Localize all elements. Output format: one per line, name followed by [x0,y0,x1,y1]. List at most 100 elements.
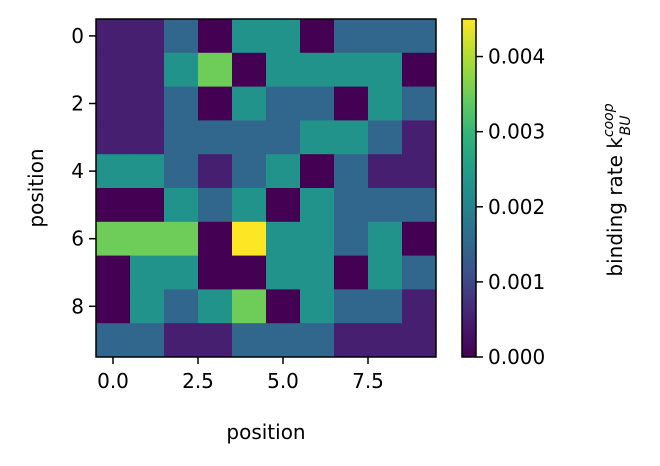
heatmap-cell [198,120,233,155]
heatmap-cell [130,289,165,324]
heatmap-cell [266,19,301,54]
x-tick-label: 5.0 [267,369,299,393]
colorbar-tick-label: 0.003 [488,120,545,144]
heatmap-cell [232,120,267,155]
heatmap-cell [300,19,335,54]
heatmap-cells [96,19,437,358]
colorbar-tick-label: 0.000 [488,345,545,369]
heatmap-cell [300,188,335,223]
heatmap-cell [232,323,267,358]
heatmap-cell [402,323,437,358]
colorbar-label: binding rate kcoopBU [601,103,634,276]
heatmap-cell [232,154,267,189]
heatmap-cell [334,52,369,88]
heatmap-cell [300,255,335,290]
heatmap-cell [266,323,301,358]
heatmap-cell [368,52,403,88]
heatmap-cell [164,19,199,54]
heatmap-cell [368,221,403,257]
heatmap-cell [266,52,301,88]
heatmap-cell [96,221,131,257]
heatmap-cell [232,52,267,88]
heatmap-cell [300,86,335,121]
heatmap-cell [402,120,437,155]
heatmap-cell [164,120,199,155]
heatmap-cell [368,19,403,54]
heatmap-cell [164,154,199,189]
heatmap-cell [402,289,437,324]
heatmap-cell [232,289,267,324]
heatmap-cell [164,289,199,324]
heatmap-cell [198,221,233,257]
colorbar-label-superscript: coop [601,103,617,137]
x-axis-label: position [226,420,305,444]
colorbar-tick-label: 0.002 [488,195,545,219]
heatmap-cell [334,86,369,121]
y-tick-label: 6 [71,227,84,251]
heatmap-cell [402,221,437,257]
colorbar-label-subscript: BU [618,116,634,136]
heatmap-cell [300,289,335,324]
heatmap-cell [232,86,267,121]
plot-frame [95,18,437,358]
heatmap-cell [266,120,301,155]
colorbar-gradient [462,19,476,357]
heatmap-cell [368,120,403,155]
heatmap-cell [96,255,131,290]
colorbar-frame [461,18,477,358]
heatmap-cell [198,255,233,290]
heatmap-cell [266,289,301,324]
colorbar-label-main: binding rate k [603,137,627,277]
heatmap-cell [164,86,199,121]
heatmap-cell [130,255,165,290]
heatmap-cell [334,188,369,223]
heatmap-cell [402,19,437,54]
heatmap-cell [198,289,233,324]
heatmap-cell [96,188,131,223]
heatmap-cell [402,52,437,88]
heatmap-cell [334,221,369,257]
heatmap-cell [96,323,131,358]
heatmap-cell [266,86,301,121]
heatmap-cell [300,52,335,88]
heatmap-cell [300,154,335,189]
colorbar-ticks: 0.000 0.001 0.002 0.003 0.004 [476,45,545,369]
heatmap-cell [368,86,403,121]
heatmap-cell [300,323,335,358]
heatmap-cell [130,221,165,257]
colorbar-tick-label: 0.001 [488,270,545,294]
heatmap-cell [96,289,131,324]
heatmap-cell [164,255,199,290]
heatmap-cell [130,188,165,223]
heatmap-cell [198,154,233,189]
heatmap-cell [164,188,199,223]
x-tick-label: 0.0 [97,369,129,393]
heatmap-cell [96,86,131,121]
heatmap-cell [198,86,233,121]
colorbar-tick-label: 0.004 [488,45,545,69]
heatmap-cell [96,52,131,88]
heatmap-cell [198,323,233,358]
heatmap-cell [402,154,437,189]
heatmap-cell [232,255,267,290]
heatmap-cell [368,255,403,290]
heatmap-cell [266,221,301,257]
heatmap-cell [334,120,369,155]
heatmap-cell [96,154,131,189]
x-tick-label: 2.5 [182,369,214,393]
y-tick-label: 2 [71,92,84,116]
heatmap-cell [232,19,267,54]
heatmap-cell [266,188,301,223]
heatmap-cell [130,86,165,121]
heatmap-cell [198,188,233,223]
heatmap-cell [130,154,165,189]
heatmap-cell [300,221,335,257]
heatmap-cell [402,86,437,121]
heatmap-cell [130,323,165,358]
heatmap-cell [334,289,369,324]
heatmap-cell [164,323,199,358]
heatmap-cell [334,255,369,290]
heatmap-cell [164,52,199,88]
heatmap-cell [130,19,165,54]
y-tick-label: 8 [71,294,84,318]
